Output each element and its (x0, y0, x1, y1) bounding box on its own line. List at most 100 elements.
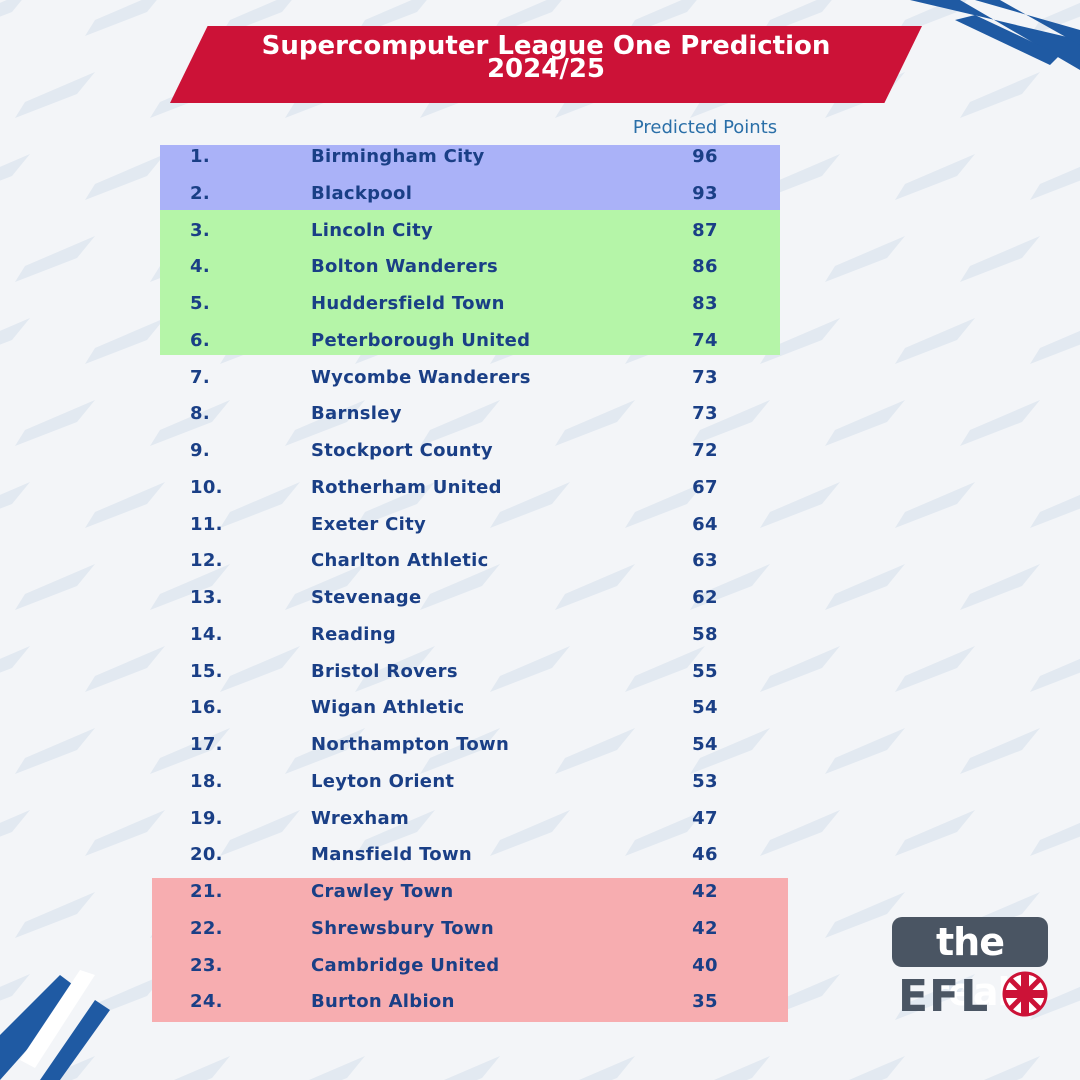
team-name-cell: Wrexham (311, 807, 410, 829)
team-name-cell: Bristol Rovers (311, 660, 458, 682)
table-row: 19. Wrexham 47 (0, 801, 1080, 837)
position-cell: 7. (190, 366, 210, 388)
position-cell: 22. (190, 917, 223, 939)
points-cell: 64 (692, 513, 718, 535)
points-cell: 47 (692, 807, 718, 829)
team-name-cell: Bolton Wanderers (311, 256, 499, 278)
the-real-efl-logo: the real EFL (880, 905, 1060, 1035)
team-name-cell: Huddersfield Town (311, 293, 505, 314)
table-row: 11. Exeter City 64 (0, 507, 1080, 543)
team-name-cell: Stevenage (311, 587, 422, 608)
team-name-cell: Birmingham City (311, 146, 485, 167)
team-name-cell: Northampton Town (311, 734, 510, 755)
team-name-cell: Charlton Athletic (311, 550, 489, 572)
table-row: 6. Peterborough United 74 (0, 323, 1080, 359)
points-cell: 86 (692, 256, 718, 278)
table-row: 21. Crawley Town 42 (0, 874, 1080, 910)
points-cell: 42 (692, 881, 718, 902)
predicted-points-header: Predicted Points (632, 117, 778, 138)
team-name-cell: Barnsley (311, 403, 402, 425)
team-name-cell: Reading (311, 623, 397, 645)
points-cell: 73 (692, 403, 718, 425)
logo-text-bottom: EFL (898, 971, 990, 1022)
team-name-cell: Peterborough United (311, 329, 531, 351)
points-cell: 40 (692, 954, 718, 976)
table-row: 18. Leyton Orient 53 (0, 764, 1080, 800)
table-row: 3. Lincoln City 87 (0, 213, 1080, 249)
logo-text-top: the real (892, 917, 1048, 1014)
points-cell: 87 (692, 219, 718, 241)
points-cell: 53 (692, 770, 718, 792)
points-cell: 73 (692, 366, 718, 388)
table-row: 12. Charlton Athletic 63 (0, 543, 1080, 579)
playoff-band (160, 210, 780, 355)
position-cell: 2. (190, 182, 210, 204)
position-cell: 15. (190, 660, 223, 682)
table-row: 7. Wycombe Wanderers 73 (0, 360, 1080, 396)
position-cell: 3. (190, 219, 210, 241)
position-cell: 23. (190, 954, 223, 976)
position-cell: 21. (190, 881, 223, 902)
position-cell: 11. (190, 513, 223, 535)
table-row: 14. Reading 58 (0, 617, 1080, 653)
page-title: Supercomputer League One Prediction 2024… (170, 31, 922, 84)
position-cell: 18. (190, 770, 223, 792)
points-cell: 67 (692, 476, 718, 498)
team-name-cell: Mansfield Town (311, 844, 473, 866)
table-row: 8. Barnsley 73 (0, 396, 1080, 432)
points-cell: 35 (692, 991, 718, 1013)
table-row: 16. Wigan Athletic 54 (0, 690, 1080, 726)
table-row: 17. Northampton Town 54 (0, 727, 1080, 763)
title-banner (170, 26, 922, 103)
position-cell: 16. (190, 697, 223, 719)
table-row: 20. Mansfield Town 46 (0, 837, 1080, 873)
team-name-cell: Stockport County (311, 440, 493, 461)
points-cell: 72 (692, 440, 718, 461)
points-cell: 74 (692, 329, 718, 351)
team-name-cell: Wigan Athletic (311, 697, 465, 719)
points-cell: 46 (692, 844, 718, 866)
position-cell: 14. (190, 623, 223, 645)
position-cell: 1. (190, 146, 210, 167)
points-cell: 63 (692, 550, 718, 572)
position-cell: 24. (190, 991, 223, 1013)
team-name-cell: Rotherham United (311, 476, 502, 498)
points-cell: 96 (692, 146, 718, 167)
position-cell: 9. (190, 440, 210, 461)
position-cell: 20. (190, 844, 223, 866)
automatic-promotion-band (160, 145, 780, 210)
team-name-cell: Wycombe Wanderers (311, 366, 531, 388)
title-line-2: 2024/25 (486, 54, 606, 84)
points-cell: 54 (692, 697, 718, 719)
team-name-cell: Shrewsbury Town (311, 917, 494, 939)
table-row: 13. Stevenage 62 (0, 580, 1080, 616)
table-row: 15. Bristol Rovers 55 (0, 654, 1080, 690)
team-name-cell: Burton Albion (311, 991, 455, 1013)
team-name-cell: Cambridge United (311, 954, 500, 976)
relegation-band (152, 878, 788, 1022)
points-cell: 42 (692, 917, 718, 939)
table-row: 5. Huddersfield Town 83 (0, 286, 1080, 322)
title-line-1: Supercomputer League One Prediction (261, 31, 831, 61)
position-cell: 13. (190, 587, 223, 608)
position-cell: 4. (190, 256, 210, 278)
table-row: 23. Cambridge United 40 (0, 948, 1080, 984)
table-row: 4. Bolton Wanderers 86 (0, 249, 1080, 285)
table-row: 22. Shrewsbury Town 42 (0, 911, 1080, 947)
points-cell: 83 (692, 293, 718, 314)
team-name-cell: Blackpool (311, 182, 413, 204)
position-cell: 12. (190, 550, 223, 572)
team-name-cell: Exeter City (311, 513, 427, 535)
position-cell: 19. (190, 807, 223, 829)
team-name-cell: Leyton Orient (311, 770, 455, 792)
points-cell: 58 (692, 623, 718, 645)
points-cell: 54 (692, 734, 718, 755)
position-cell: 17. (190, 734, 223, 755)
table-row: 2. Blackpool 93 (0, 176, 1080, 212)
union-flag-ball-icon (1002, 971, 1048, 1017)
table-row: 9. Stockport County 72 (0, 433, 1080, 469)
points-cell: 62 (692, 587, 718, 608)
position-cell: 5. (190, 293, 210, 314)
table-row: 10. Rotherham United 67 (0, 470, 1080, 506)
position-cell: 8. (190, 403, 210, 425)
